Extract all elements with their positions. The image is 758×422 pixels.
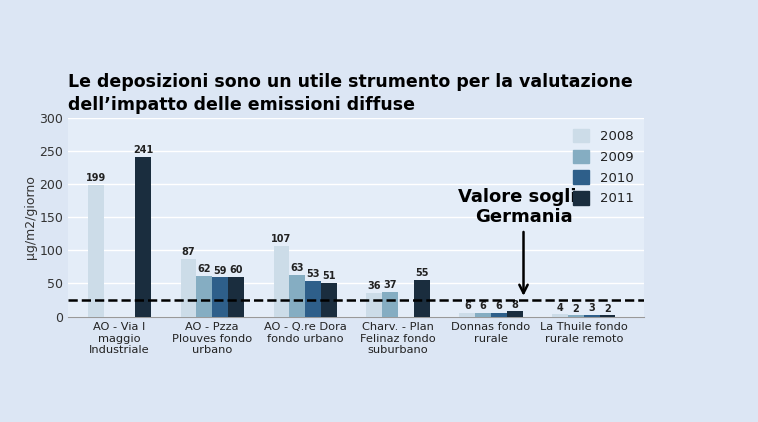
- Text: 3: 3: [588, 303, 595, 313]
- Bar: [274, 246, 290, 316]
- Text: 62: 62: [198, 263, 211, 273]
- Text: 60: 60: [229, 265, 243, 275]
- Text: 107: 107: [271, 234, 292, 244]
- Text: 199: 199: [86, 173, 106, 183]
- Bar: [290, 275, 305, 316]
- Legend: 2008, 2009, 2010, 2011: 2008, 2009, 2010, 2011: [569, 125, 637, 209]
- Text: Valore soglia
Germania: Valore soglia Germania: [459, 187, 589, 293]
- Text: 36: 36: [368, 281, 381, 291]
- Text: 6: 6: [496, 301, 503, 311]
- Bar: [553, 314, 568, 316]
- Bar: [600, 315, 615, 316]
- Bar: [321, 283, 337, 316]
- Bar: [135, 157, 151, 316]
- Text: 2: 2: [604, 304, 611, 314]
- Bar: [305, 281, 321, 316]
- Text: 8: 8: [511, 300, 518, 310]
- Bar: [196, 276, 212, 316]
- Bar: [459, 313, 475, 316]
- Y-axis label: μg/m2/giorno: μg/m2/giorno: [23, 176, 36, 259]
- Text: 6: 6: [464, 301, 471, 311]
- Bar: [568, 315, 584, 316]
- Text: 87: 87: [182, 247, 196, 257]
- Bar: [382, 292, 398, 316]
- Bar: [475, 313, 491, 316]
- Text: 6: 6: [480, 301, 487, 311]
- Text: 2: 2: [572, 304, 579, 314]
- Text: 63: 63: [290, 263, 304, 273]
- Text: 53: 53: [306, 270, 320, 279]
- Bar: [584, 314, 600, 316]
- Bar: [414, 280, 430, 316]
- Text: 51: 51: [322, 271, 336, 281]
- Bar: [366, 293, 382, 316]
- Text: 37: 37: [384, 280, 397, 290]
- Text: 59: 59: [214, 265, 227, 276]
- Bar: [212, 278, 228, 316]
- Bar: [180, 259, 196, 316]
- Text: Le deposizioni sono un utile strumento per la valutazione
dell’impatto delle emi: Le deposizioni sono un utile strumento p…: [68, 73, 633, 114]
- Bar: [507, 311, 522, 316]
- Text: 55: 55: [415, 268, 428, 278]
- Bar: [491, 313, 507, 316]
- Bar: [228, 277, 244, 316]
- Bar: [88, 185, 104, 316]
- Text: 4: 4: [557, 303, 564, 313]
- Text: 241: 241: [133, 145, 153, 155]
